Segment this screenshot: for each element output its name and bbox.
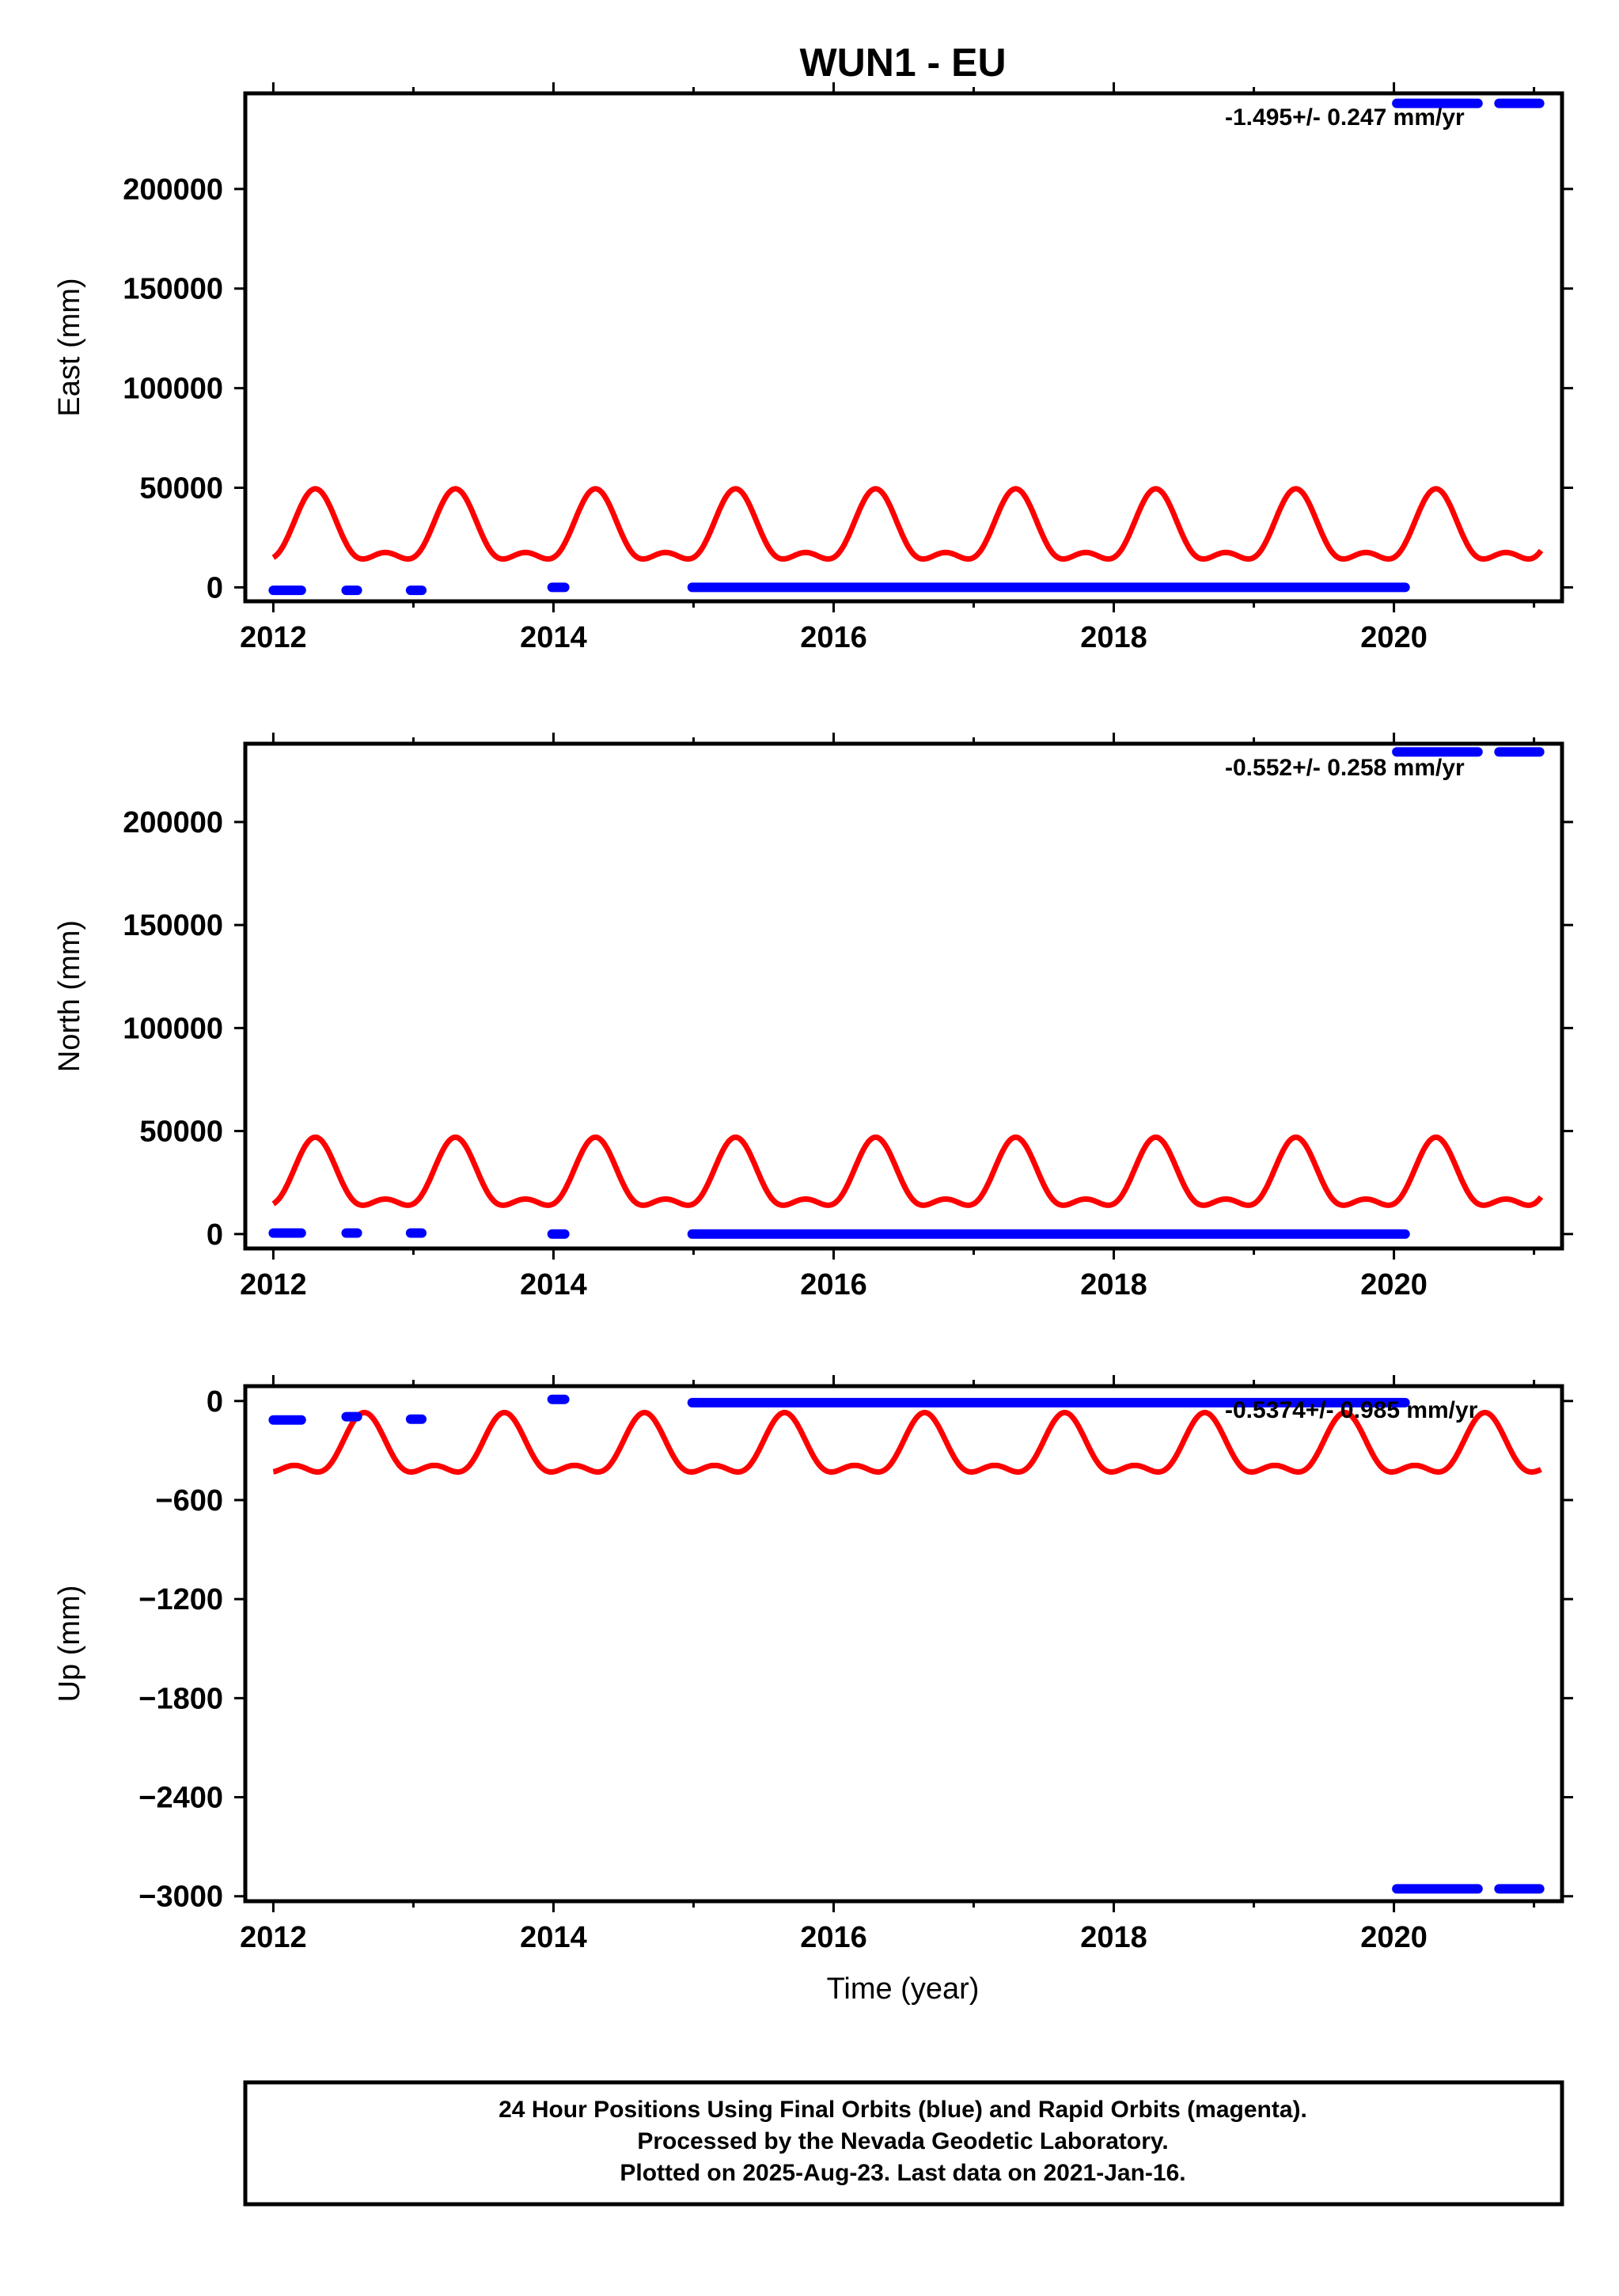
east-y-tick-label: 100000 bbox=[123, 373, 223, 406]
north-y-tick-label: 50000 bbox=[139, 1116, 223, 1149]
north-seasonal-model-line bbox=[271, 1134, 1544, 1208]
north-x-tick-label: 2018 bbox=[1080, 1268, 1147, 1301]
east-y-tick-label: 0 bbox=[207, 571, 223, 604]
north-x-tick-label: 2016 bbox=[800, 1268, 867, 1301]
up-x-tick-label: 2014 bbox=[520, 1921, 587, 1954]
east-x-tick-label: 2020 bbox=[1360, 621, 1428, 654]
north-x-tick-label: 2014 bbox=[520, 1268, 587, 1301]
east-plot-frame bbox=[243, 91, 1564, 604]
up-rate-label: -0.5374+/- 0.985 mm/yr bbox=[1225, 1397, 1478, 1423]
up-y-tick-label: −600 bbox=[155, 1484, 223, 1517]
north-plot-frame bbox=[243, 741, 1564, 1251]
footer-line-2: Processed by the Nevada Geodetic Laborat… bbox=[637, 2128, 1168, 2154]
north-x-tick-label: 2012 bbox=[240, 1268, 307, 1301]
up-y-tick-label: 0 bbox=[207, 1385, 223, 1419]
up-y-tick-label: −1800 bbox=[138, 1682, 223, 1715]
east-x-tick-label: 2012 bbox=[240, 621, 307, 654]
north-y-tick-label: 150000 bbox=[123, 909, 223, 942]
footer-line-1: 24 Hour Positions Using Final Orbits (bl… bbox=[499, 2097, 1307, 2123]
east-y-axis-label: East (mm) bbox=[53, 278, 86, 416]
up-seasonal-model-line bbox=[272, 1409, 1542, 1475]
up-plot-frame bbox=[243, 1384, 1564, 1904]
footer-frame bbox=[243, 2080, 1564, 2207]
north-x-tick-label: 2020 bbox=[1360, 1268, 1428, 1301]
north-y-tick-label: 0 bbox=[207, 1218, 223, 1252]
up-y-axis-label: Up (mm) bbox=[53, 1586, 86, 1703]
east-y-tick-label: 150000 bbox=[123, 273, 223, 306]
east-rate-label: -1.495+/- 0.247 mm/yr bbox=[1225, 104, 1465, 131]
north-rate-label: -0.552+/- 0.258 mm/yr bbox=[1225, 755, 1465, 781]
up-x-tick-label: 2012 bbox=[240, 1921, 307, 1954]
east-y-tick-label: 50000 bbox=[139, 472, 223, 505]
up-x-tick-label: 2018 bbox=[1080, 1921, 1147, 1954]
east-plot-area bbox=[268, 98, 1545, 596]
east-x-tick-label: 2014 bbox=[520, 621, 587, 654]
up-y-tick-label: −3000 bbox=[138, 1881, 223, 1914]
up-panel: 2012 2014 2016 2018 2020 0 −600 −1200 −1800 −2400… bbox=[53, 1375, 1573, 1954]
east-seasonal-model-line bbox=[271, 486, 1544, 563]
north-plot-area bbox=[268, 747, 1545, 1239]
east-x-tick-label: 2018 bbox=[1080, 621, 1147, 654]
north-y-axis-label: North (mm) bbox=[53, 920, 86, 1072]
north-y-tick-label: 200000 bbox=[123, 806, 223, 839]
east-y-tick-label: 200000 bbox=[123, 173, 223, 206]
north-y-tick-label: 100000 bbox=[123, 1012, 223, 1045]
up-x-tick-label: 2016 bbox=[800, 1921, 867, 1954]
up-y-tick-label: −2400 bbox=[138, 1782, 223, 1815]
north-panel: 2012 2014 2016 2018 2020 0 50000 100000 150000 20… bbox=[53, 733, 1573, 1301]
east-x-tick-label: 2016 bbox=[800, 621, 867, 654]
up-y-tick-label: −1200 bbox=[138, 1583, 223, 1616]
footer-line-3: Plotted on 2025-Aug-23. Last data on 202… bbox=[620, 2160, 1185, 2186]
chart-title: WUN1 - EU bbox=[799, 40, 1006, 85]
east-panel: 2012 2014 2016 2018 2020 0 50000 100000 150000 20… bbox=[53, 82, 1573, 654]
up-x-tick-label: 2020 bbox=[1360, 1921, 1428, 1954]
footer-box: 24 Hour Positions Using Final Orbits (bl… bbox=[243, 2080, 1564, 2207]
x-axis-label: Time (year) bbox=[827, 1972, 980, 2006]
up-plot-area bbox=[268, 1394, 1545, 1894]
